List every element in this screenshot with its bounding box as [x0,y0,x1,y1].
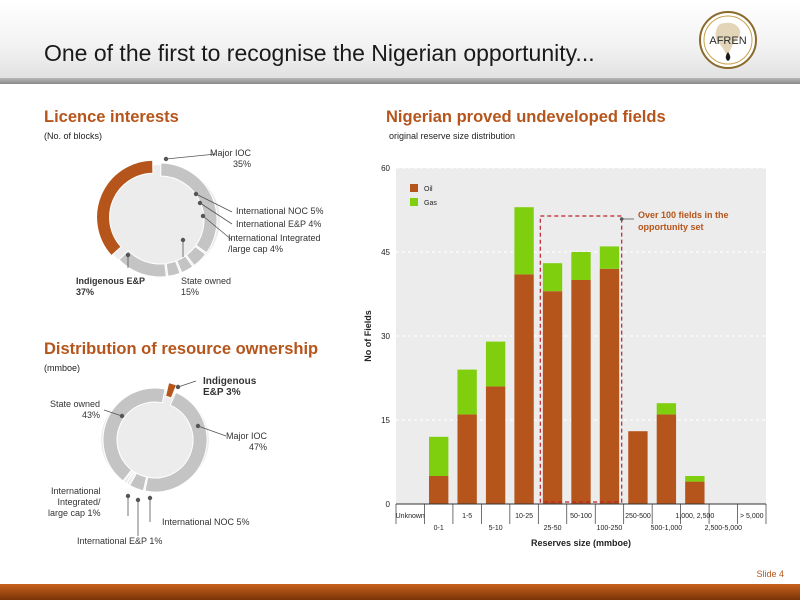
x-tick-label-9: 500-1,000 [651,525,683,532]
afren-logo: AFREN [699,11,757,69]
y-tick-label-4: 60 [381,164,390,173]
resource-intl-ep-label: International E&P 1% [77,536,163,546]
opportunity-leader-dot [619,217,624,221]
licence-state-owned-label: State owned 15% [181,276,232,297]
x-tick-label-8: 250-500 [625,513,651,520]
resource-slice-1 [144,391,208,493]
bar-oil-7 [599,268,620,504]
slide-title: One of the first to recognise the Nigeri… [44,40,595,66]
legend-swatch-gas [410,198,418,206]
bar-gas-9 [656,403,677,415]
resource-slice-3 [126,471,137,486]
fields-subtitle: original reserve size distribution [389,131,516,141]
bar-gas-6 [571,252,591,280]
licence-intl-ep-label: International E&P 4% [236,219,322,229]
x-tick-label-2: 1-5 [462,513,472,520]
resource-intl-noc-label: International NOC 5% [162,517,250,527]
bar-oil-8 [628,431,648,504]
y-tick-label-2: 30 [381,332,390,341]
bar-gas-10 [685,476,705,482]
legend-label-oil: Oil [424,186,433,193]
resource-title: Distribution of resource ownership [44,340,319,358]
y-axis-label: No of Fields [363,310,373,362]
slide-number: Slide 4 [756,569,784,579]
licence-indigenous-label: Indigenous E&P 37% [76,276,146,297]
bar-oil-9 [656,414,677,504]
bar-oil-6 [571,280,591,504]
resource-state-owned-label: State owned 43% [50,399,101,420]
annotation-line-1: Over 100 fields in the [638,210,729,220]
bar-oil-10 [685,481,705,504]
x-tick-label-10: 1,000, 2,500 [675,513,714,520]
resource-indigenous-label: Indigenous E&P 3% [203,376,257,398]
resource-slice-4 [123,469,135,484]
opportunity-highlight-box [539,215,623,503]
bar-gas-7 [599,246,620,269]
x-tick-label-6: 50-100 [570,513,592,520]
licence-title: Licence interests [44,108,179,126]
x-tick-label-4: 10-25 [515,513,533,520]
bar-gas-3 [485,341,506,387]
x-tick-label-0: Unknown [396,513,425,520]
licence-slice-2 [176,255,194,274]
bar-oil-1 [429,476,449,504]
x-tick-label-11: 2,500-5,000 [705,525,742,532]
x-tick-label-3: 5-10 [489,525,503,532]
licence-intl-integrated-label: International Integrated/large cap 4% [228,233,321,254]
fields-bar-chart: 0 15 30 45 60 Unknown 0-1 1-5 5-10 10-25 25-50 50-1… [363,164,767,548]
annotation-line-2: opportunity set [638,222,704,232]
x-tick-label-12: > 5,000 [740,513,764,520]
y-tick-label-0: 0 [386,500,391,509]
header-rule [0,78,800,84]
bar-gas-1 [429,436,449,476]
licence-intl-noc-label: International NOC 5% [236,206,324,216]
legend-label-gas: Gas [424,200,437,207]
bar-gas-4 [514,207,534,275]
licence-slice-1 [185,245,207,267]
y-tick-label-3: 45 [381,248,390,257]
x-tick-label-1: 0-1 [434,525,444,532]
licence-slice-5 [96,159,154,257]
bar-oil-5 [542,291,563,504]
licence-donut [96,153,233,278]
resource-subtitle: (mmboe) [44,363,81,373]
header-band [0,0,800,78]
bar-oil-2 [457,414,477,504]
logo-text: AFREN [709,35,746,47]
x-tick-label-7: 100-250 [597,525,623,532]
x-axis-label: Reserves size (mmboe) [531,538,631,548]
licence-slice-0 [160,162,218,254]
legend-swatch-oil [410,184,418,192]
footer-band [0,584,800,600]
licence-slice-3 [165,260,181,277]
resource-intl-integrated-label: International Integrated/large cap 1% [48,486,101,518]
resource-slice-5 [102,387,166,482]
fields-title: Nigerian proved undeveloped fields [386,108,666,126]
bar-gas-5 [542,263,563,292]
licence-slice-4 [118,249,167,278]
bar-oil-4 [514,274,534,504]
resource-donut [101,380,227,536]
bar-oil-3 [485,386,506,504]
licence-major-ioc-label: Major IOC 35% [210,148,252,169]
x-tick-label-5: 25-50 [544,525,562,532]
resource-slice-2 [129,472,148,492]
resource-slice-0 [164,382,178,399]
y-tick-label-1: 15 [381,416,390,425]
licence-subtitle: (No. of blocks) [44,131,103,141]
bar-gas-2 [457,369,477,415]
resource-major-ioc-label: Major IOC 47% [226,431,268,452]
